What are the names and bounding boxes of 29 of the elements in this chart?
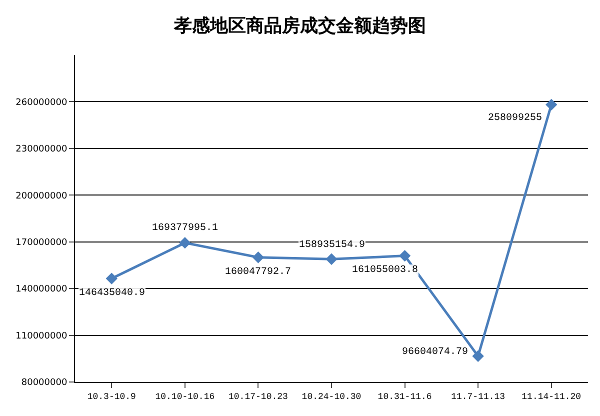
point — [106, 272, 118, 284]
point — [326, 253, 338, 265]
data-label: 158935154.9 — [299, 240, 366, 251]
data-label: 146435040.9 — [79, 288, 146, 299]
data-label: 161055003.8 — [352, 265, 418, 276]
data-label: 160047792.7 — [225, 267, 292, 278]
y-tick-label: 140000000 — [16, 284, 68, 295]
x-tick-label: 11.14-11.20 — [522, 392, 582, 402]
x-tick-label: 10.3-10.9 — [87, 392, 136, 402]
data-label: 96604074.79 — [402, 347, 468, 358]
data-label: 258099255 — [488, 113, 542, 124]
point — [398, 250, 411, 262]
point — [546, 98, 558, 111]
x-tick-label: 10.17-10.23 — [228, 392, 288, 402]
point — [472, 350, 484, 362]
y-tick-label: 110000000 — [16, 331, 68, 342]
y-tick-label: 170000000 — [16, 238, 68, 248]
point — [252, 252, 264, 264]
data-label: 169377995.1 — [152, 223, 218, 234]
x-tick-label: 10.24-10.30 — [302, 392, 362, 402]
x-tick-label: 11.7-11.13 — [451, 392, 506, 402]
point — [179, 236, 191, 249]
y-tick-label: 260000000 — [16, 98, 68, 108]
x-tick-label: 10.31-11.6 — [378, 392, 432, 402]
y-tick-label: 80000000 — [21, 378, 68, 388]
chart-title: 孝感地区商品房成交金额趋势图 — [173, 15, 426, 36]
x-tick-label: 10.10-10.16 — [155, 392, 215, 402]
y-tick-label: 230000000 — [16, 144, 68, 155]
y-tick-label: 200000000 — [16, 191, 68, 202]
